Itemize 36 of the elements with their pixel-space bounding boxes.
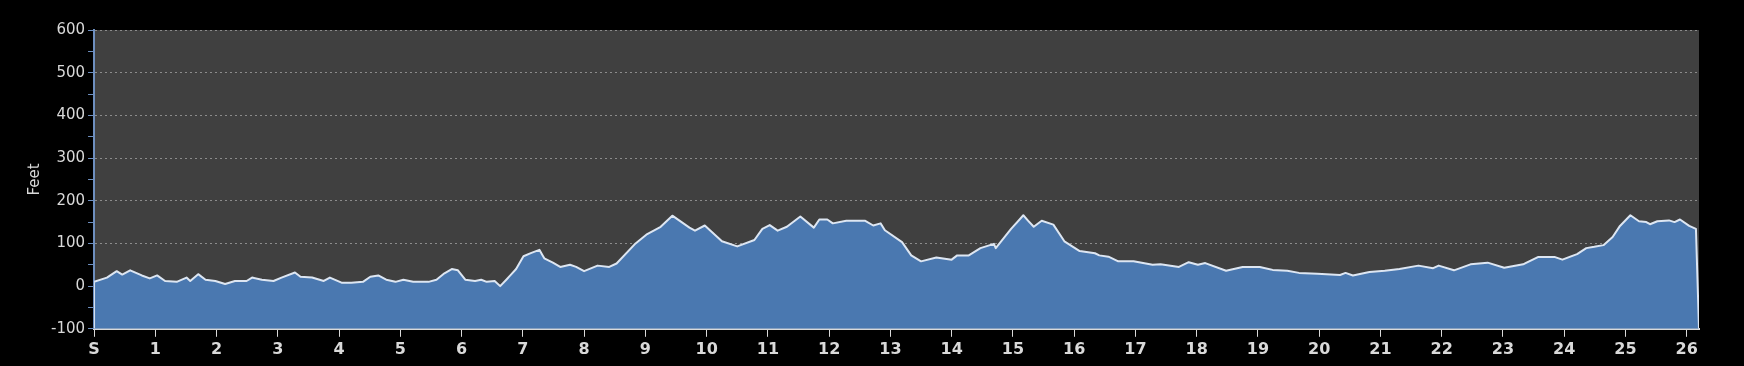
x-tick-label: 17 [1124,338,1147,358]
x-tick-label: 22 [1430,338,1453,358]
x-tick-label: 10 [695,338,718,358]
x-tick-label: 20 [1308,338,1331,358]
y-tick-label: 200 [56,190,86,209]
x-tick-label: 1 [149,338,161,358]
x-tick-label: 26 [1675,338,1698,358]
x-tick-label: 9 [639,338,651,358]
x-tick-label: 21 [1369,338,1392,358]
x-tick-label: 11 [756,338,780,358]
y-tick-label: -100 [51,318,86,337]
x-tick-label: 24 [1553,338,1576,358]
y-tick-label: 400 [56,105,86,124]
x-tick-label: 25 [1614,338,1637,358]
x-tick-label: 23 [1491,338,1515,358]
x-tick-label: 19 [1246,338,1270,358]
x-tick-label: 8 [578,338,590,358]
x-tick-label: 13 [879,338,902,358]
x-tick-label: 12 [818,338,841,358]
x-tick-label: 16 [1063,338,1086,358]
y-tick-label: 0 [75,276,86,294]
x-tick-label: 2 [210,338,223,358]
x-tick-label: 4 [333,338,345,358]
x-tick-label: 5 [394,338,406,358]
y-tick-label: 100 [56,233,86,252]
y-axis-title: Feet [24,163,43,196]
y-tick-label: 300 [56,147,86,166]
x-tick-label: S [88,338,100,358]
x-tick-label: 6 [456,338,468,358]
x-tick-label: 18 [1185,338,1208,358]
x-tick-label: 15 [1001,338,1025,358]
x-tick-label: 14 [940,338,963,358]
y-tick-label: 500 [56,62,86,81]
x-tick-label: 7 [517,338,529,358]
x-tick-label: 3 [272,338,284,358]
y-tick-label: 600 [56,19,86,38]
